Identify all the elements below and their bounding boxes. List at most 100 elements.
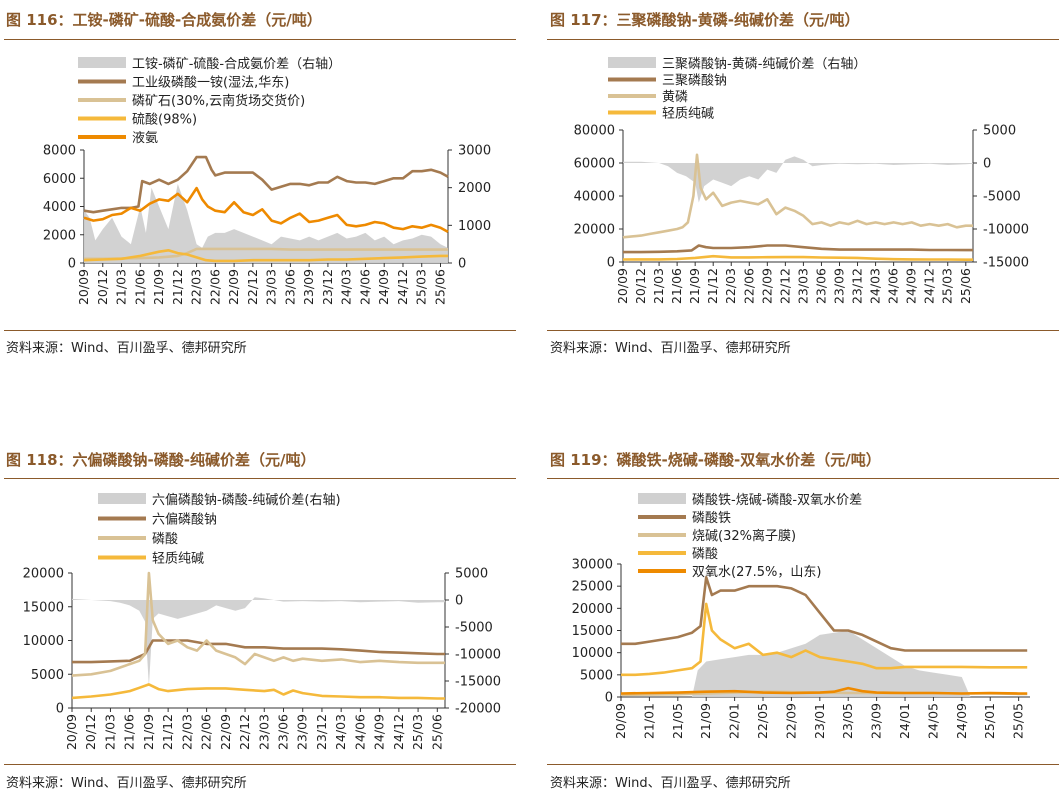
x-tick-label: 21/05: [670, 703, 685, 739]
legend-label: 液氨: [132, 131, 158, 146]
x-tick-label: 20/09: [64, 714, 79, 750]
x-tick-label: 21/03: [651, 268, 666, 304]
x-tick-label: 22/09: [783, 703, 798, 739]
x-tick-label: 24/03: [868, 268, 883, 304]
figure-118-bottom-rule: [4, 764, 516, 765]
x-tick-label: 24/03: [339, 269, 354, 305]
x-tick-label: 20/12: [83, 714, 98, 750]
y-tick-label: 5000: [580, 668, 613, 683]
x-tick-label: 20/12: [95, 269, 110, 305]
legend-label: 硫酸(98%): [132, 113, 197, 128]
x-tick-label: 21/12: [170, 269, 185, 305]
legend-label: 轻质纯碱: [152, 552, 204, 567]
x-tick-label: 21/09: [141, 714, 156, 750]
x-tick-label: 23/12: [320, 269, 335, 305]
series-line: [71, 571, 445, 677]
spread-area: [623, 156, 973, 203]
series-line: [622, 153, 973, 239]
x-tick-label: 23/03: [795, 268, 810, 304]
x-tick-label: 23/12: [850, 268, 865, 304]
x-tick-label: 20/12: [633, 268, 648, 304]
y-tick-label: 40000: [574, 190, 615, 205]
y-tick-label: 30000: [572, 558, 613, 573]
x-tick-label: 23/06: [813, 268, 828, 304]
y-tick-label: 4000: [43, 200, 76, 215]
series-line: [621, 576, 1028, 652]
y-tick-label: 15000: [572, 624, 613, 639]
series-line: [71, 683, 445, 700]
x-tick-label: 23/06: [275, 714, 290, 750]
spread-area: [621, 630, 971, 697]
legend-swatch: [608, 57, 656, 68]
x-tick-label: 22/09: [218, 714, 233, 750]
y2-tick-label: 0: [458, 257, 466, 272]
y-tick-label: 6000: [43, 172, 76, 187]
y2-tick-label: -20000: [455, 702, 501, 717]
x-tick-label: 25/06: [429, 714, 444, 750]
series-line: [623, 244, 973, 254]
x-tick-label: 25/06: [958, 268, 973, 304]
figure-116-source: 资料来源：Wind、百川盈孚、德邦研究所: [6, 341, 247, 356]
x-tick-label: 23/09: [301, 269, 316, 305]
x-tick-label: 22/03: [189, 269, 204, 305]
legend-label: 磷酸: [152, 532, 178, 547]
x-tick-label: 22/12: [245, 269, 260, 305]
x-tick-label: 25/03: [414, 269, 429, 305]
y2-tick-label: 5000: [983, 124, 1016, 139]
legend-label: 磷酸: [692, 547, 718, 562]
legend-label: 双氧水(27.5%，山东): [692, 565, 821, 580]
x-tick-label: 20/09: [615, 268, 630, 304]
x-tick-label: 23/06: [282, 269, 297, 305]
y2-tick-label: -5000: [983, 190, 1021, 205]
x-tick-label: 22/03: [179, 714, 194, 750]
x-tick-label: 24/06: [886, 268, 901, 304]
y-tick-label: 15000: [23, 600, 64, 615]
x-tick-label: 24/12: [391, 714, 406, 750]
y-tick-label: 0: [605, 691, 613, 706]
x-tick-label: 24/09: [372, 714, 387, 750]
x-tick-label: 21/06: [132, 269, 147, 305]
legend-label: 六偏磷酸钠-磷酸-纯碱价差(右轴): [152, 493, 341, 508]
y-tick-label: 60000: [574, 157, 615, 172]
x-tick-label: 24/01: [897, 703, 912, 739]
x-tick-label: 22/03: [723, 268, 738, 304]
legend-swatch: [98, 493, 146, 504]
x-tick-label: 24/12: [395, 269, 410, 305]
x-tick-label: 21/06: [669, 268, 684, 304]
y2-tick-label: 0: [455, 594, 463, 609]
y-tick-label: 2000: [43, 228, 76, 243]
x-tick-label: 20/09: [613, 703, 628, 739]
series-line: [622, 254, 973, 261]
y-tick-label: 20000: [23, 567, 64, 582]
x-tick-label: 25/03: [940, 268, 955, 304]
x-tick-label: 22/06: [207, 269, 222, 305]
legend-label: 六偏磷酸钠: [152, 513, 217, 528]
x-tick-label: 21/09: [687, 268, 702, 304]
x-tick-label: 22/09: [226, 269, 241, 305]
legend-label: 轻质纯碱: [662, 107, 714, 122]
y-tick-label: 0: [56, 702, 64, 717]
figure-117-bottom-rule: [547, 330, 1059, 331]
figure-116-top-rule: [4, 39, 516, 40]
x-tick-label: 23/03: [264, 269, 279, 305]
legend-label: 磷酸铁-烧碱-磷酸-双氧水价差: [692, 493, 862, 508]
x-tick-label: 22/05: [755, 703, 770, 739]
x-tick-label: 21/06: [122, 714, 137, 750]
y-tick-label: 10000: [23, 634, 64, 649]
x-tick-label: 25/03: [410, 714, 425, 750]
series-line: [83, 249, 448, 263]
y2-tick-label: 5000: [455, 567, 488, 582]
figure-117-title: 图 117：三聚磷酸钠-黄磷-纯碱价差（元/吨）: [550, 11, 860, 29]
x-tick-label: 21/09: [698, 703, 713, 739]
legend-swatch: [638, 493, 686, 504]
x-tick-label: 21/12: [705, 268, 720, 304]
y-tick-label: 25000: [572, 580, 613, 595]
series-line: [620, 686, 1028, 695]
x-tick-label: 23/03: [256, 714, 271, 750]
y-tick-label: 20000: [572, 602, 613, 617]
legend-label: 黄磷: [662, 90, 688, 105]
x-tick-label: 24/06: [357, 269, 372, 305]
x-tick-label: 21/09: [151, 269, 166, 305]
x-tick-label: 23/09: [869, 703, 884, 739]
legend-label: 磷酸铁: [692, 511, 731, 526]
